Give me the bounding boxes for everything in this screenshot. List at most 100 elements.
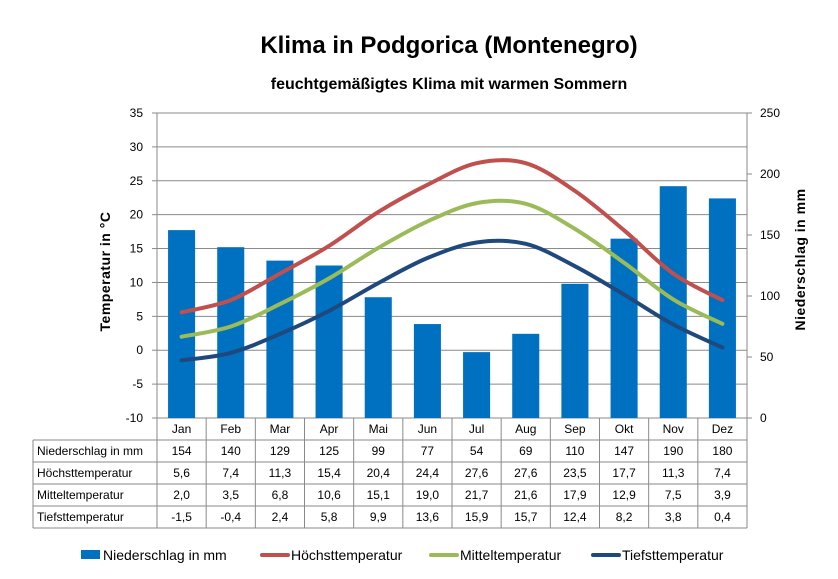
right-tick-label: 0 <box>760 411 767 425</box>
table-cell: 6,8 <box>272 488 289 502</box>
right-tick-label: 50 <box>760 350 774 364</box>
data-table: Jan Feb Mar Apr Mai Jun Jul Aug Sep Okt Nov Dez Nied… <box>32 418 748 529</box>
table-cell: 17,7 <box>612 466 636 480</box>
table-cell: 24,4 <box>416 466 440 480</box>
month-label: Feb <box>220 422 241 436</box>
table-cell: 2,0 <box>173 488 190 502</box>
table-cell: 15,7 <box>514 510 538 524</box>
table-cell: 21,7 <box>465 488 489 502</box>
table-cell: 15,1 <box>367 488 391 502</box>
precipitation-bar <box>217 247 245 418</box>
table-cell: 7,4 <box>222 466 239 480</box>
left-tick-label: 5 <box>136 309 143 323</box>
table-row-label: Niederschlag in mm <box>37 444 143 458</box>
table-cell: 15,4 <box>317 466 341 480</box>
table-cell: 19,0 <box>416 488 440 502</box>
right-tick-label: 100 <box>760 289 780 303</box>
table-cell: 129 <box>270 444 290 458</box>
left-tick-label: 15 <box>130 242 144 256</box>
precipitation-bar <box>463 352 491 418</box>
table-cell: 147 <box>614 444 634 458</box>
right-tick-label: 200 <box>760 167 780 181</box>
table-cell: 140 <box>221 444 241 458</box>
temperature-lines <box>179 158 725 363</box>
month-label: Nov <box>663 422 684 436</box>
precipitation-bar <box>512 333 540 418</box>
legend-niederschlag-swatch <box>81 550 100 559</box>
legend-niederschlag-label: Niederschlag in mm <box>103 547 227 563</box>
table-cell: 9,9 <box>370 510 387 524</box>
month-label: Jan <box>172 422 191 436</box>
table-cell: 69 <box>519 444 533 458</box>
mitteltemperatur-line <box>179 198 725 339</box>
table-cell: 17,9 <box>563 488 587 502</box>
precipitation-bar <box>168 230 196 418</box>
table-cell: -0,4 <box>220 510 241 524</box>
table-cell: 13,6 <box>416 510 440 524</box>
table-cell: 10,6 <box>317 488 341 502</box>
precipitation-bars <box>168 186 736 418</box>
legend-tiefsttemperatur-label: Tiefsttemperatur <box>622 547 724 563</box>
legend: Niederschlag in mm Höchsttemperatur Mittel… <box>81 547 724 563</box>
precipitation-bar <box>610 238 638 418</box>
precipitation-bar <box>413 324 441 418</box>
left-tick-label: 35 <box>130 106 144 120</box>
table-cell: 27,6 <box>465 466 489 480</box>
table-cell: 99 <box>372 444 386 458</box>
month-label: Okt <box>615 422 634 436</box>
table-cell: 7,5 <box>665 488 682 502</box>
left-tick-label: 10 <box>130 275 144 289</box>
table-cell: 15,9 <box>465 510 489 524</box>
month-label: Apr <box>320 422 339 436</box>
table-cell: 54 <box>470 444 484 458</box>
precipitation-bar <box>315 265 343 418</box>
table-cell: 8,2 <box>616 510 633 524</box>
table-cell: 3,5 <box>222 488 239 502</box>
table-cell: 77 <box>421 444 435 458</box>
left-tick-label: -5 <box>132 377 143 391</box>
chart-title: Klima in Podgorica (Montenegro) <box>260 32 637 59</box>
axes: -10 -5 0 5 10 15 20 25 30 35 0 50 100 150 200 250 Temper… <box>97 106 808 425</box>
table-cell: 110 <box>565 444 584 458</box>
month-label: Mar <box>270 422 291 436</box>
precipitation-bar <box>561 283 589 418</box>
table-cell: 154 <box>172 444 192 458</box>
table-cell: 23,5 <box>563 466 587 480</box>
tiefsttemperatur-line <box>179 238 725 363</box>
table-cell: 0,4 <box>714 510 731 524</box>
table-cell: 3,9 <box>714 488 731 502</box>
table-cell: 20,4 <box>367 466 391 480</box>
table-cell: 12,9 <box>612 488 636 502</box>
left-tick-label: 0 <box>136 343 143 357</box>
table-cell: 21,6 <box>514 488 538 502</box>
left-tick-label: 25 <box>130 174 144 188</box>
left-tick-label: 30 <box>130 140 144 154</box>
table-cell: 5,8 <box>321 510 338 524</box>
legend-mitteltemperatur-label: Mitteltemperatur <box>460 547 561 563</box>
gridlines <box>157 112 747 419</box>
table-row-label: Mitteltemperatur <box>37 488 124 502</box>
table-cell: 7,4 <box>714 466 731 480</box>
table-cell: 12,4 <box>563 510 587 524</box>
hoechsttemperatur-line <box>179 158 725 315</box>
table-cell: -1,5 <box>171 510 192 524</box>
month-label: Dez <box>712 422 733 436</box>
month-label: Jul <box>469 422 484 436</box>
table-cell: 11,3 <box>662 466 685 480</box>
table-cell: 190 <box>663 444 683 458</box>
legend-hoechsttemperatur-label: Höchsttemperatur <box>291 547 403 563</box>
left-tick-label: -10 <box>126 411 144 425</box>
y-left-axis-title: Temperatur in °C <box>97 212 113 332</box>
table-cell: 27,6 <box>514 466 538 480</box>
precipitation-bar <box>659 186 687 418</box>
table-cell: 125 <box>319 444 339 458</box>
month-label: Sep <box>564 422 586 436</box>
left-tick-label: 20 <box>130 208 144 222</box>
right-tick-label: 150 <box>760 228 780 242</box>
precipitation-bar <box>364 297 392 418</box>
month-label: Aug <box>515 422 536 436</box>
table-cell: 3,8 <box>665 510 682 524</box>
table-cell: 180 <box>712 444 732 458</box>
month-label: Mai <box>369 422 388 436</box>
